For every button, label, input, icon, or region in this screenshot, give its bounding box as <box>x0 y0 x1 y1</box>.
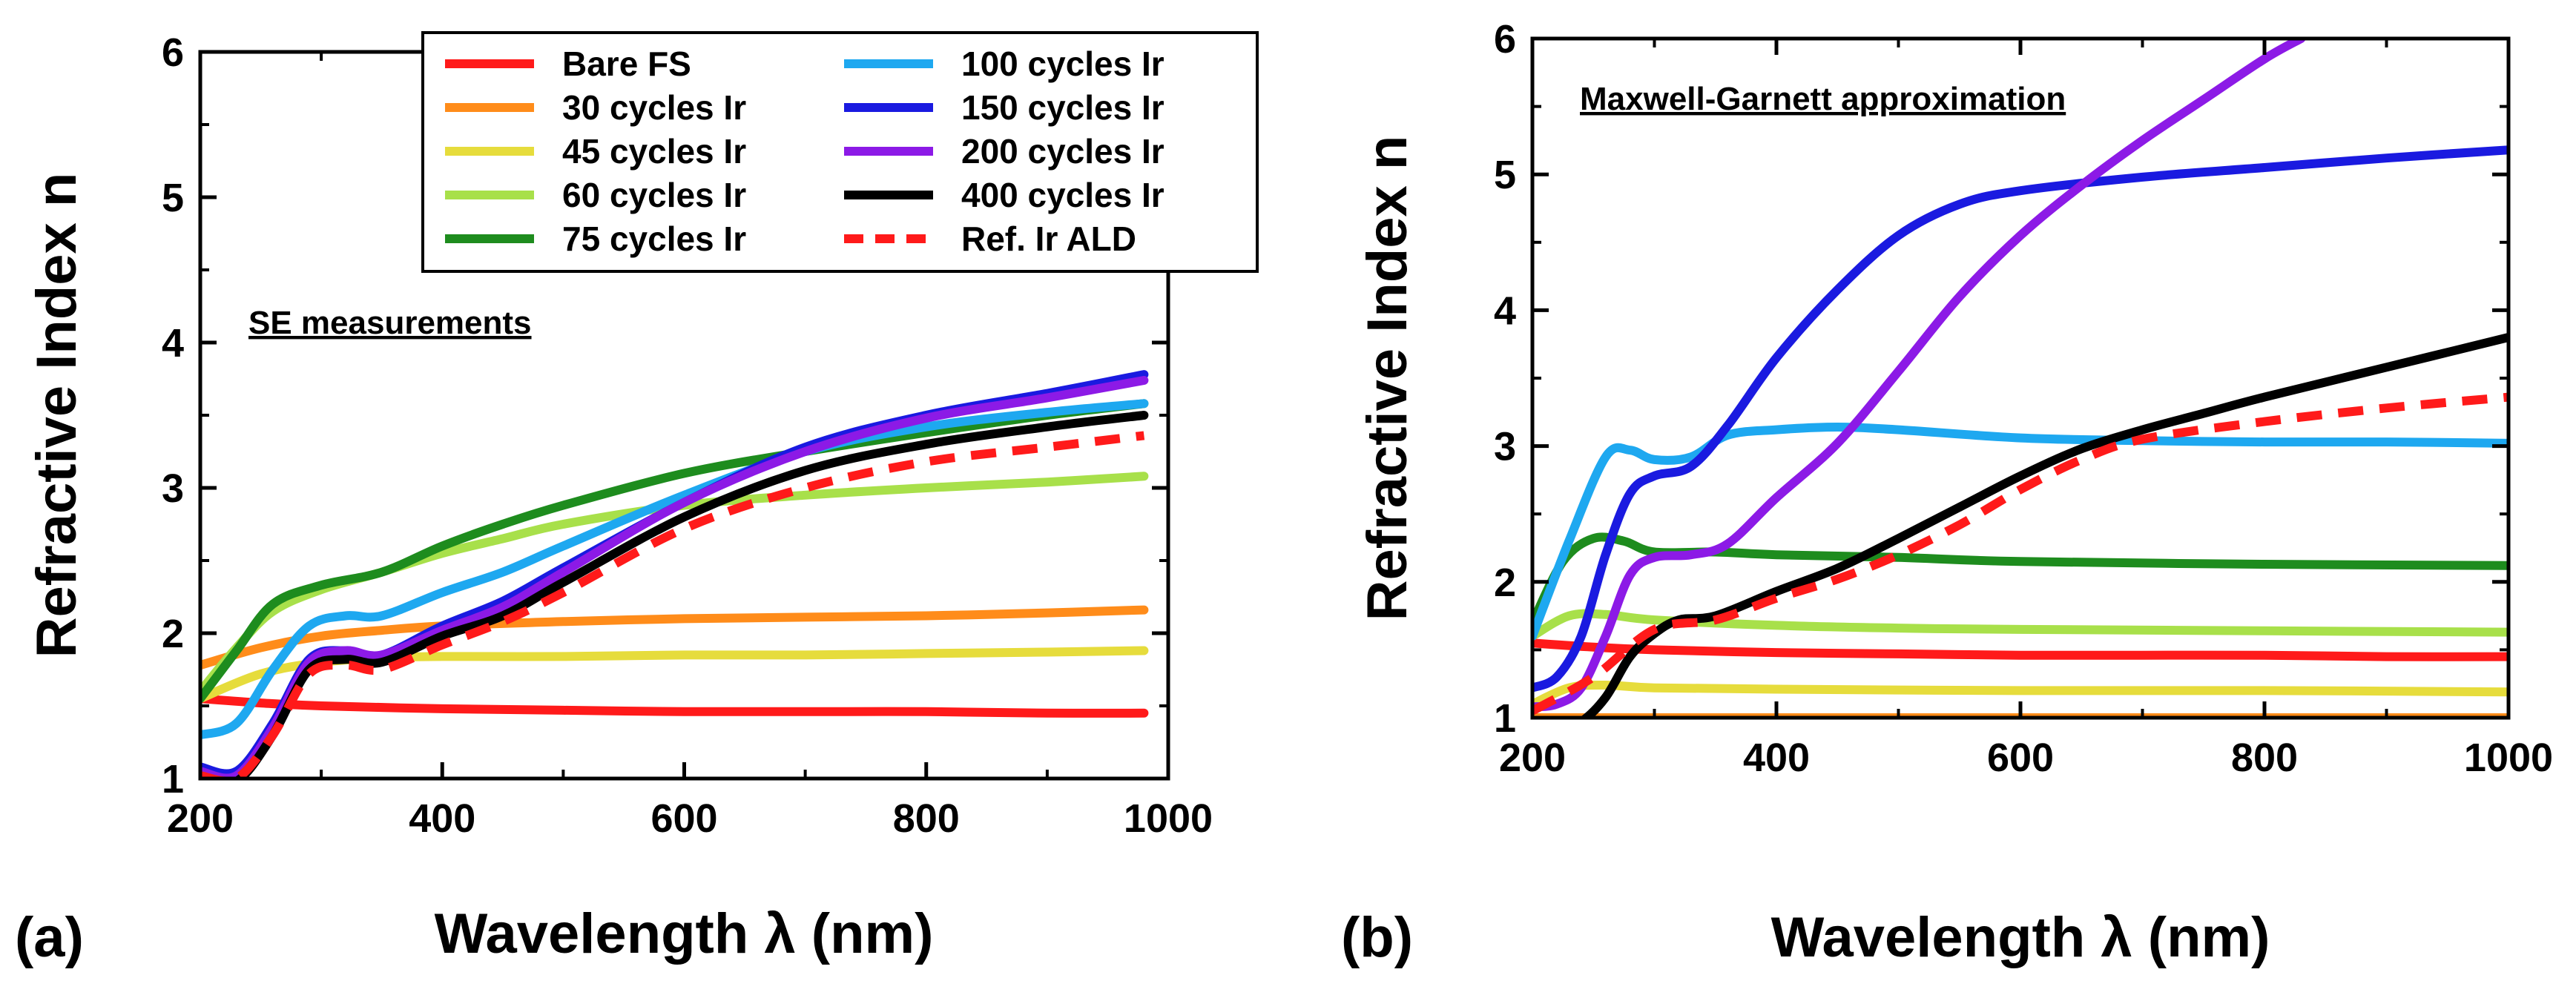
legend-label-ref-ir-ald: Ref. Ir ALD <box>961 219 1136 258</box>
legend-items: Bare FS 30 cycles Ir 45 cycles Ir 60 cycles… <box>445 44 1165 258</box>
x-axis-title-a: Wavelength λ (nm) <box>435 902 934 965</box>
series-line-400-cycles-ir-b <box>1579 333 2509 718</box>
x-tick-label-a: 200 <box>167 796 234 841</box>
series-line-ref-ir-ald-b <box>1532 392 2509 716</box>
x-tick-label-b: 400 <box>1743 736 1810 780</box>
series-line-75-cycles-ir-b <box>1532 532 2509 627</box>
legend-label-200-cycles-ir: 200 cycles Ir <box>961 132 1165 171</box>
y-tick-label-a: 5 <box>162 176 184 220</box>
series-line-75-cycles-ir-a <box>200 399 1149 704</box>
series-line-200-cycles-ir-b <box>1532 39 2306 712</box>
legend-label-bare-fs: Bare FS <box>562 44 691 83</box>
y-tick-label-b: 5 <box>1494 153 1516 197</box>
y-tick-label-b: 6 <box>1494 17 1516 62</box>
series-line-400-cycles-ir-a <box>200 411 1149 779</box>
y-tick-label-b: 4 <box>1494 288 1516 333</box>
y-tick-label-a: 4 <box>162 321 184 366</box>
y-tick-label-a: 3 <box>162 466 184 511</box>
series-line-ref-ir-ald-a <box>200 431 1145 779</box>
plot-area-a <box>200 370 1149 779</box>
legend-label-400-cycles-ir: 400 cycles Ir <box>961 176 1165 214</box>
series-line-60-cycles-ir-b <box>1532 609 2509 641</box>
y-axis-title-b: Refractive Index n <box>1356 136 1419 621</box>
series-line-150-cycles-ir-b <box>1532 145 2509 693</box>
legend-label-45-cycles-ir: 45 cycles Ir <box>562 132 746 171</box>
y-tick-label-a: 6 <box>162 30 184 75</box>
y-tick-label-a: 1 <box>162 757 184 802</box>
x-tick-label-a: 800 <box>893 796 960 841</box>
x-tick-label-b: 200 <box>1499 736 1566 780</box>
x-tick-label-a: 1000 <box>1124 796 1213 841</box>
y-tick-label-b: 1 <box>1494 696 1516 741</box>
x-tick-label-a: 400 <box>409 796 475 841</box>
chart-panel-a: 200 400 600 800 1000 1 2 3 4 5 6 SE measurements W… <box>15 30 1259 969</box>
x-axis-title-b: Wavelength λ (nm) <box>1771 906 2270 969</box>
legend: Bare FS 30 cycles Ir 45 cycles Ir 60 cycles… <box>421 31 1259 273</box>
x-tick-label-b: 800 <box>2231 736 2298 780</box>
x-tick-label-a: 600 <box>650 796 717 841</box>
legend-label-150-cycles-ir: 150 cycles Ir <box>961 88 1165 127</box>
y-tick-label-b: 3 <box>1494 425 1516 469</box>
series-line-100-cycles-ir-b <box>1532 423 2509 641</box>
series-line-45-cycles-ir-b <box>1532 680 2509 709</box>
y-tick-label-b: 2 <box>1494 561 1516 605</box>
plot-area-b <box>1532 39 2509 718</box>
series-line-100-cycles-ir-a <box>200 399 1149 740</box>
legend-label-60-cycles-ir: 60 cycles Ir <box>562 176 746 214</box>
series-line-bare-fs-a <box>200 694 1149 718</box>
series-line-60-cycles-ir-a <box>200 472 1149 696</box>
legend-label-30-cycles-ir: 30 cycles Ir <box>562 88 746 127</box>
axis-ticks-a: 200 400 600 800 1000 1 2 3 4 5 6 <box>162 30 1213 841</box>
panel-label-b: (b) <box>1341 906 1413 969</box>
legend-box <box>421 31 1259 273</box>
y-tick-label-a: 2 <box>162 612 184 656</box>
annotation-a: SE measurements <box>248 305 532 341</box>
chart-panel-b: 200 400 600 800 1000 1 2 3 4 5 6 Maxwell-Garnett a… <box>1341 17 2553 969</box>
series-line-bare-fs-b <box>1532 638 2509 661</box>
legend-label-100-cycles-ir: 100 cycles Ir <box>961 44 1165 83</box>
x-tick-label-b: 1000 <box>2464 736 2553 780</box>
x-tick-label-b: 600 <box>1987 736 2054 780</box>
panel-label-a: (a) <box>15 906 84 969</box>
annotation-b: Maxwell-Garnett approximation <box>1580 81 2066 117</box>
legend-label-75-cycles-ir: 75 cycles Ir <box>562 219 746 258</box>
series-line-30-cycles-ir-a <box>200 605 1149 670</box>
axis-ticks-b: 200 400 600 800 1000 1 2 3 4 5 6 <box>1494 17 2553 780</box>
y-axis-title-a: Refractive Index n <box>25 173 88 658</box>
